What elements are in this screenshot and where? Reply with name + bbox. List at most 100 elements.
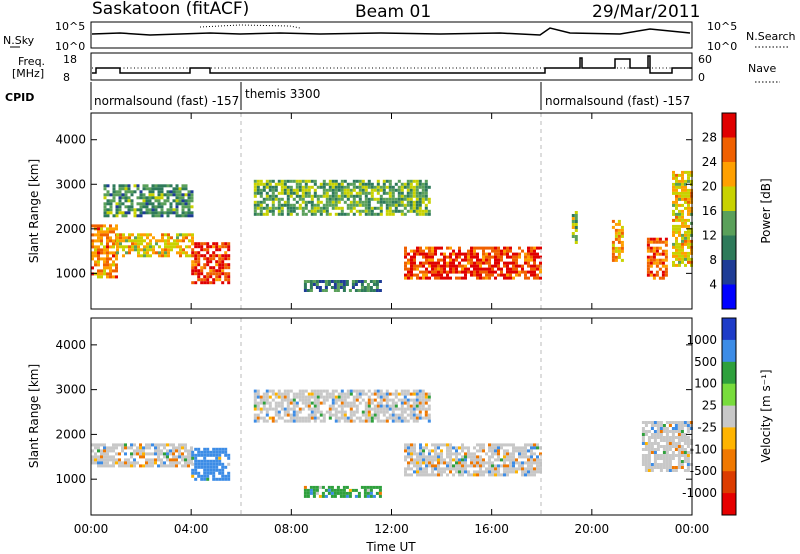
power-echo-cell bbox=[340, 209, 344, 213]
power-echo-cell bbox=[175, 190, 179, 194]
velocity-echo-cell bbox=[680, 439, 684, 442]
power-echo-cell bbox=[419, 261, 422, 265]
power-echo-cell bbox=[664, 252, 668, 256]
power-echo-cell bbox=[271, 203, 275, 207]
velocity-echo-cell bbox=[431, 461, 434, 465]
velocity-echo-cell bbox=[686, 457, 690, 460]
power-echo-cell bbox=[319, 194, 323, 198]
velocity-echo-cell bbox=[647, 442, 651, 445]
power-echo-cell bbox=[175, 187, 179, 191]
power-echo-cell bbox=[336, 286, 340, 289]
velocity-echo-cell bbox=[367, 398, 371, 402]
velocity-echo-cell bbox=[686, 469, 690, 472]
velocity-echo-cell bbox=[310, 395, 314, 399]
velocity-echo-cell bbox=[512, 446, 515, 450]
power-echo-cell bbox=[678, 245, 681, 249]
power-echo-cell bbox=[470, 252, 473, 256]
power-echo-cell bbox=[137, 245, 140, 249]
velocity-echo-cell bbox=[677, 454, 681, 457]
velocity-echo-cell bbox=[209, 453, 213, 457]
power-echo-cell bbox=[325, 197, 329, 201]
power-echo-cell bbox=[361, 179, 365, 183]
power-echo-cell bbox=[209, 254, 213, 258]
velocity-echo-cell bbox=[274, 419, 278, 423]
velocity-echo-cell bbox=[458, 464, 461, 468]
power-echo-cell bbox=[418, 212, 422, 216]
power-echo-cell bbox=[212, 269, 216, 273]
power-echo-cell bbox=[115, 257, 118, 261]
power-echo-cell bbox=[190, 199, 194, 203]
power-echo-cell bbox=[163, 202, 167, 206]
power-echo-cell bbox=[391, 212, 395, 216]
power-echo-cell bbox=[128, 233, 131, 237]
velocity-echo-cell bbox=[142, 449, 145, 453]
velocity-echo-cell bbox=[366, 494, 370, 498]
power-echo-cell bbox=[322, 182, 326, 186]
velocity-echo-cell bbox=[452, 464, 455, 468]
velocity-echo-cell bbox=[253, 404, 257, 408]
power-echo-cell bbox=[197, 269, 201, 273]
velocity-echo-cell bbox=[424, 401, 428, 405]
power-echo-cell bbox=[349, 194, 353, 198]
power-echo-cell bbox=[103, 208, 107, 212]
velocity-echo-cell bbox=[680, 463, 684, 466]
power-echo-cell bbox=[678, 260, 681, 264]
velocity-echo-cell bbox=[515, 461, 518, 465]
power-colorbar-swatch bbox=[722, 235, 736, 261]
power-echo-cell bbox=[215, 248, 219, 252]
velocity-echo-cell bbox=[686, 439, 690, 442]
velocity-echo-cell bbox=[376, 416, 380, 420]
power-echo-cell bbox=[446, 261, 449, 265]
power-echo-cell bbox=[149, 245, 152, 249]
power-echo-cell bbox=[655, 249, 659, 253]
velocity-echo-cell bbox=[343, 413, 347, 417]
power-echo-cell bbox=[221, 281, 225, 285]
velocity-echo-cell bbox=[683, 454, 687, 457]
power-echo-cell bbox=[431, 252, 434, 256]
velocity-echo-cell bbox=[530, 461, 533, 465]
power-echo-cell bbox=[419, 276, 422, 280]
velocity-echo-cell bbox=[91, 455, 94, 459]
velocity-echo-cell bbox=[665, 457, 669, 460]
power-echo-cell bbox=[370, 194, 374, 198]
power-echo-cell bbox=[485, 261, 488, 265]
power-echo-cell bbox=[687, 257, 690, 261]
power-echo-cell bbox=[687, 191, 690, 195]
velocity-echo-cell bbox=[342, 494, 346, 498]
velocity-echo-cell bbox=[178, 446, 181, 450]
power-echo-cell bbox=[190, 205, 194, 209]
power-echo-cell bbox=[309, 280, 313, 283]
velocity-echo-cell bbox=[274, 413, 278, 417]
power-echo-cell bbox=[355, 179, 359, 183]
velocity-echo-cell bbox=[425, 461, 428, 465]
power-echo-cell bbox=[160, 187, 164, 191]
power-echo-cell bbox=[203, 275, 207, 279]
power-echo-cell bbox=[152, 245, 155, 249]
power-echo-cell bbox=[215, 260, 219, 264]
power-echo-cell bbox=[140, 236, 143, 240]
power-echo-cell bbox=[307, 188, 311, 192]
power-echo-cell bbox=[672, 185, 675, 189]
power-echo-cell bbox=[316, 206, 320, 210]
velocity-echo-cell bbox=[683, 433, 687, 436]
power-echo-cell bbox=[179, 239, 182, 243]
power-echo-cell bbox=[500, 258, 503, 262]
power-echo-cell bbox=[121, 211, 125, 215]
power-echo-cell bbox=[184, 199, 188, 203]
velocity-echo-cell bbox=[310, 392, 314, 396]
velocity-echo-cell bbox=[280, 404, 284, 408]
velocity-echo-cell bbox=[536, 470, 539, 474]
power-echo-cell bbox=[319, 206, 323, 210]
power-echo-cell bbox=[176, 242, 179, 246]
power-echo-cell bbox=[118, 184, 122, 188]
power-echo-cell bbox=[334, 206, 338, 210]
power-echo-cell bbox=[424, 197, 428, 201]
velocity-echo-cell bbox=[653, 424, 657, 427]
power-echo-cell bbox=[157, 184, 161, 188]
velocity-echo-cell bbox=[224, 447, 228, 451]
power-echo-cell bbox=[452, 270, 455, 274]
power-echo-cell bbox=[649, 249, 653, 253]
power-echo-cell bbox=[452, 249, 455, 253]
velocity-echo-cell bbox=[422, 458, 425, 462]
power-echo-cell bbox=[167, 239, 170, 243]
